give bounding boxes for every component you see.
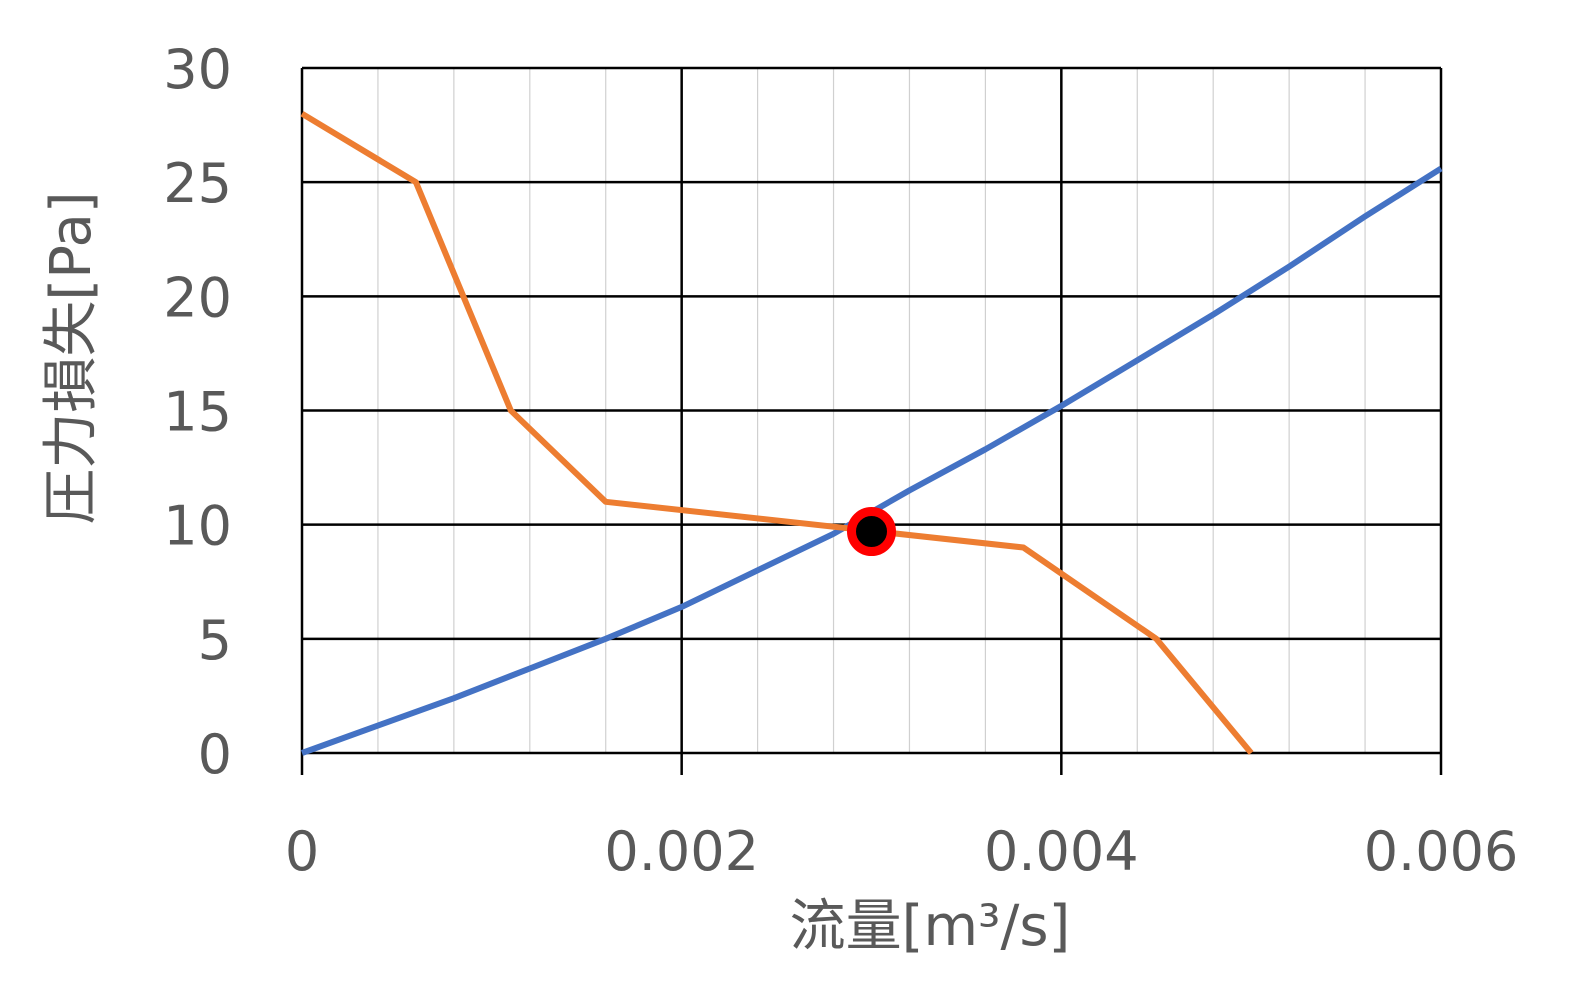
y-tick-label: 25: [163, 152, 232, 215]
y-tick-label: 0: [198, 723, 232, 786]
x-axis-title: 流量[m³/s]: [790, 894, 1071, 959]
intersection-point-marker: [847, 507, 896, 557]
marker-layer: [847, 507, 896, 557]
y-tick-label: 20: [163, 266, 232, 329]
x-tick-label: 0.006: [1364, 820, 1519, 883]
series-layer: [300, 111, 1443, 756]
y-axis-title: 圧力損失[Pa]: [39, 191, 104, 524]
series-line-1: [300, 165, 1443, 756]
y-tick-label: 30: [163, 38, 232, 101]
major-gridlines: [300, 66, 1443, 775]
series-line-2: [300, 111, 1254, 755]
x-tick-label: 0.002: [604, 820, 759, 883]
y-axis-ticks: 0 5 10 15 20 25 30: [163, 38, 232, 786]
x-tick-label: 0: [285, 820, 319, 883]
y-tick-label: 15: [163, 381, 232, 444]
x-tick-label: 0.004: [984, 820, 1139, 883]
y-tick-label: 5: [198, 609, 232, 672]
y-tick-label: 10: [163, 495, 232, 558]
x-axis-ticks: 0 0.002 0.004 0.006: [285, 820, 1518, 883]
